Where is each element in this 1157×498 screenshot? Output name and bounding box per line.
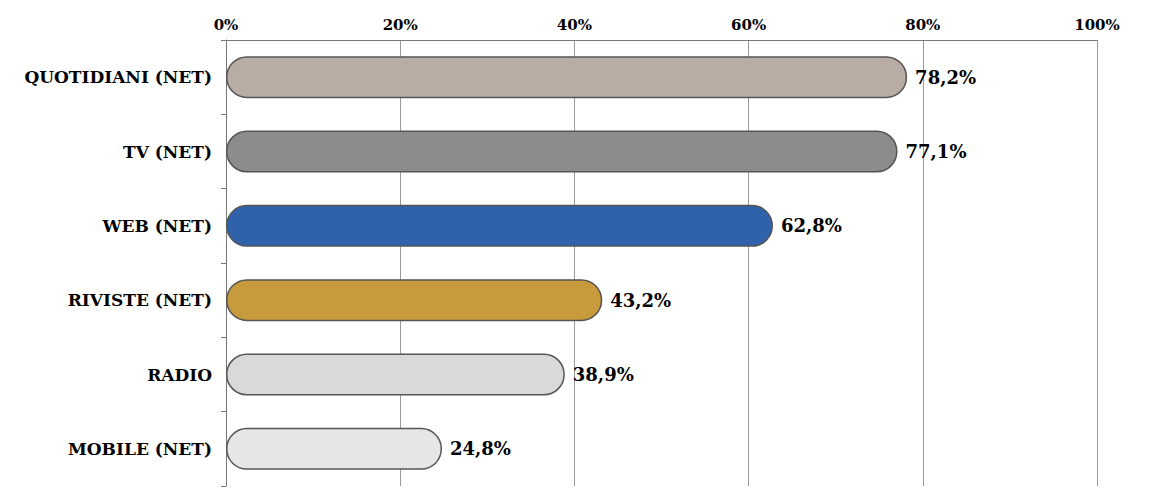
svg-text:TV (NET): TV (NET) <box>123 142 212 162</box>
svg-text:WEB (NET): WEB (NET) <box>101 216 212 236</box>
svg-text:43,2%: 43,2% <box>610 290 671 311</box>
svg-text:MOBILE (NET): MOBILE (NET) <box>68 439 212 459</box>
svg-text:QUOTIDIANI (NET): QUOTIDIANI (NET) <box>24 67 212 87</box>
svg-text:40%: 40% <box>557 16 592 34</box>
svg-text:100%: 100% <box>1074 16 1120 34</box>
svg-text:0%: 0% <box>214 16 239 34</box>
svg-text:78,2%: 78,2% <box>915 67 976 88</box>
svg-text:24,8%: 24,8% <box>450 438 511 459</box>
svg-text:60%: 60% <box>731 16 766 34</box>
svg-text:20%: 20% <box>383 16 418 34</box>
svg-text:RIVISTE (NET): RIVISTE (NET) <box>68 290 212 310</box>
svg-text:77,1%: 77,1% <box>906 141 967 162</box>
svg-text:62,8%: 62,8% <box>781 215 842 236</box>
svg-text:80%: 80% <box>905 16 940 34</box>
svg-text:RADIO: RADIO <box>147 365 212 385</box>
svg-text:38,9%: 38,9% <box>573 364 634 385</box>
